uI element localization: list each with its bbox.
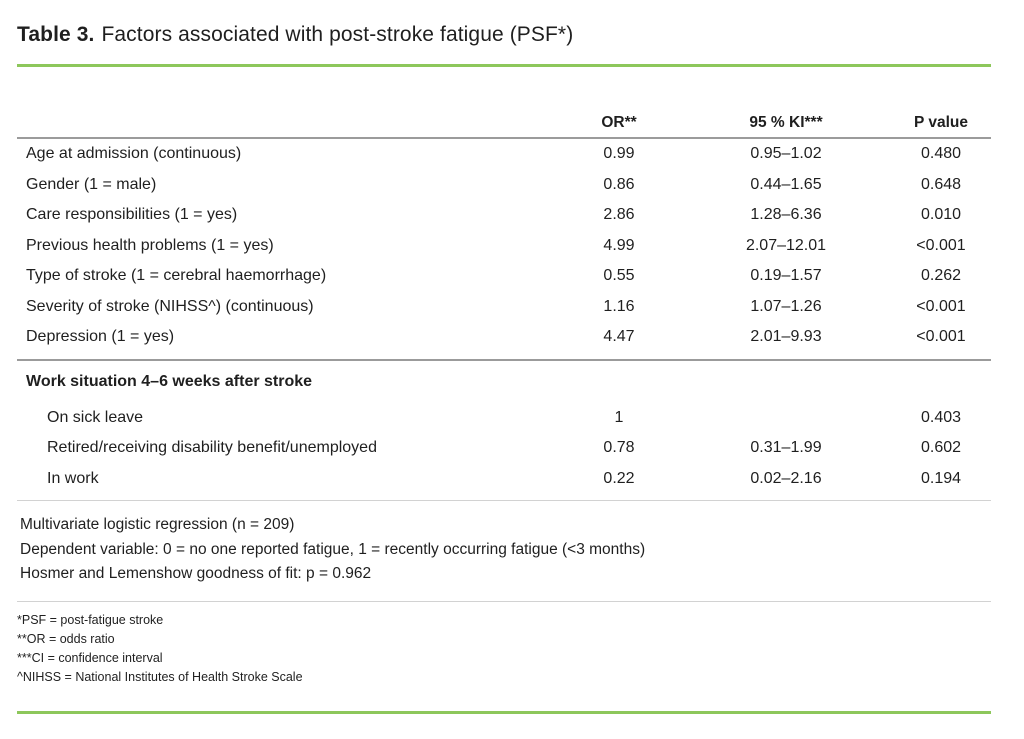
table-row: Severity of stroke (NIHSS^) (continuous)… xyxy=(17,292,991,323)
table-row: Depression (1 = yes) 4.47 2.01–9.93 <0.0… xyxy=(17,322,991,353)
row-label: Depression (1 = yes) xyxy=(26,328,175,346)
row-label: Type of stroke (1 = cerebral haemorrhage… xyxy=(26,267,327,285)
footnote-line: **OR = odds ratio xyxy=(17,631,115,646)
bottom-accent-rule xyxy=(17,710,991,714)
row-ki: 1.07–1.26 xyxy=(750,297,822,315)
row-label: On sick leave xyxy=(47,408,144,426)
row-label: Age at admission (continuous) xyxy=(26,145,242,163)
row-label: Severity of stroke (NIHSS^) (continuous) xyxy=(26,297,314,315)
table-figure: Table 3. Factors associated with post-str… xyxy=(17,0,991,714)
row-pvalue: 0.602 xyxy=(920,439,962,457)
row-ki: 2.01–9.93 xyxy=(750,328,822,346)
row-pvalue: 0.648 xyxy=(920,175,962,193)
row-pvalue: 0.262 xyxy=(920,267,962,285)
row-or: 1 xyxy=(614,408,624,426)
column-header-ki: 95 % KI*** xyxy=(749,114,823,131)
row-or: 4.47 xyxy=(603,328,635,346)
note-line: Hosmer and Lemenshow goodness of fit: p … xyxy=(20,565,372,582)
row-ki: 1.28–6.36 xyxy=(750,206,822,224)
column-header-or: OR** xyxy=(601,114,637,131)
row-or: 0.55 xyxy=(603,267,635,285)
table-header-row: OR** 95 % KI*** P value xyxy=(17,109,991,139)
column-header-pvalue: P value xyxy=(913,114,968,131)
footnote-line: *PSF = post-fatigue stroke xyxy=(17,612,164,627)
note-line: Dependent variable: 0 = no one reported … xyxy=(20,540,646,558)
row-or: 4.99 xyxy=(603,236,635,254)
section-header-label: Work situation 4–6 weeks after stroke xyxy=(26,372,313,390)
row-label: In work xyxy=(47,469,99,487)
footnote-line: ***CI = confidence interval xyxy=(17,650,163,665)
row-or: 0.99 xyxy=(603,145,635,163)
row-or: 0.78 xyxy=(603,439,635,457)
table-row: Type of stroke (1 = cerebral haemorrhage… xyxy=(17,261,991,292)
table-row: On sick leave 1 0.403 xyxy=(17,403,991,434)
row-ki: 0.44–1.65 xyxy=(750,175,822,193)
table-row: Gender (1 = male) 0.86 0.44–1.65 0.648 xyxy=(17,170,991,201)
table-footnotes: *PSF = post-fatigue stroke **OR = odds r… xyxy=(17,602,991,687)
table-row: Care responsibilities (1 = yes) 2.86 1.2… xyxy=(17,200,991,231)
table-caption: Factors associated with post-stroke fati… xyxy=(101,23,574,46)
table-number: Table 3. xyxy=(17,23,95,46)
row-ki: 0.02–2.16 xyxy=(750,469,822,487)
row-label: Retired/receiving disability benefit/une… xyxy=(47,439,377,457)
table-row: Age at admission (continuous) 0.99 0.95–… xyxy=(17,139,991,170)
row-pvalue: 0.010 xyxy=(920,206,962,224)
row-ki: 0.31–1.99 xyxy=(750,439,822,457)
row-or: 2.86 xyxy=(603,206,635,224)
row-or: 0.22 xyxy=(603,469,635,487)
row-ki: 0.19–1.57 xyxy=(750,267,822,285)
footnote-line: ^NIHSS = National Institutes of Health S… xyxy=(17,669,303,684)
table-row: Previous health problems (1 = yes) 4.99 … xyxy=(17,231,991,262)
row-pvalue: <0.001 xyxy=(916,297,966,315)
row-ki: 0.95–1.02 xyxy=(750,145,822,163)
row-pvalue: <0.001 xyxy=(916,328,966,346)
table-title: Table 3. Factors associated with post-str… xyxy=(17,0,991,49)
row-pvalue: <0.001 xyxy=(916,236,966,254)
table-row: Retired/receiving disability benefit/une… xyxy=(17,433,991,464)
table-notes: Multivariate logistic regression (n = 20… xyxy=(17,500,991,602)
row-or: 0.86 xyxy=(603,175,635,193)
note-line: Multivariate logistic regression (n = 20… xyxy=(20,516,295,533)
row-pvalue: 0.194 xyxy=(920,469,962,487)
row-label: Previous health problems (1 = yes) xyxy=(26,236,274,254)
row-label: Care responsibilities (1 = yes) xyxy=(26,206,238,224)
table-section-header-row: Work situation 4–6 weeks after stroke xyxy=(17,358,991,403)
row-pvalue: 0.403 xyxy=(920,408,962,426)
row-ki: 2.07–12.01 xyxy=(745,236,827,254)
table-row: In work 0.22 0.02–2.16 0.194 xyxy=(17,464,991,495)
row-label: Gender (1 = male) xyxy=(26,175,157,193)
row-or: 1.16 xyxy=(603,297,635,315)
top-accent-rule xyxy=(17,64,991,67)
row-pvalue: 0.480 xyxy=(920,145,962,163)
